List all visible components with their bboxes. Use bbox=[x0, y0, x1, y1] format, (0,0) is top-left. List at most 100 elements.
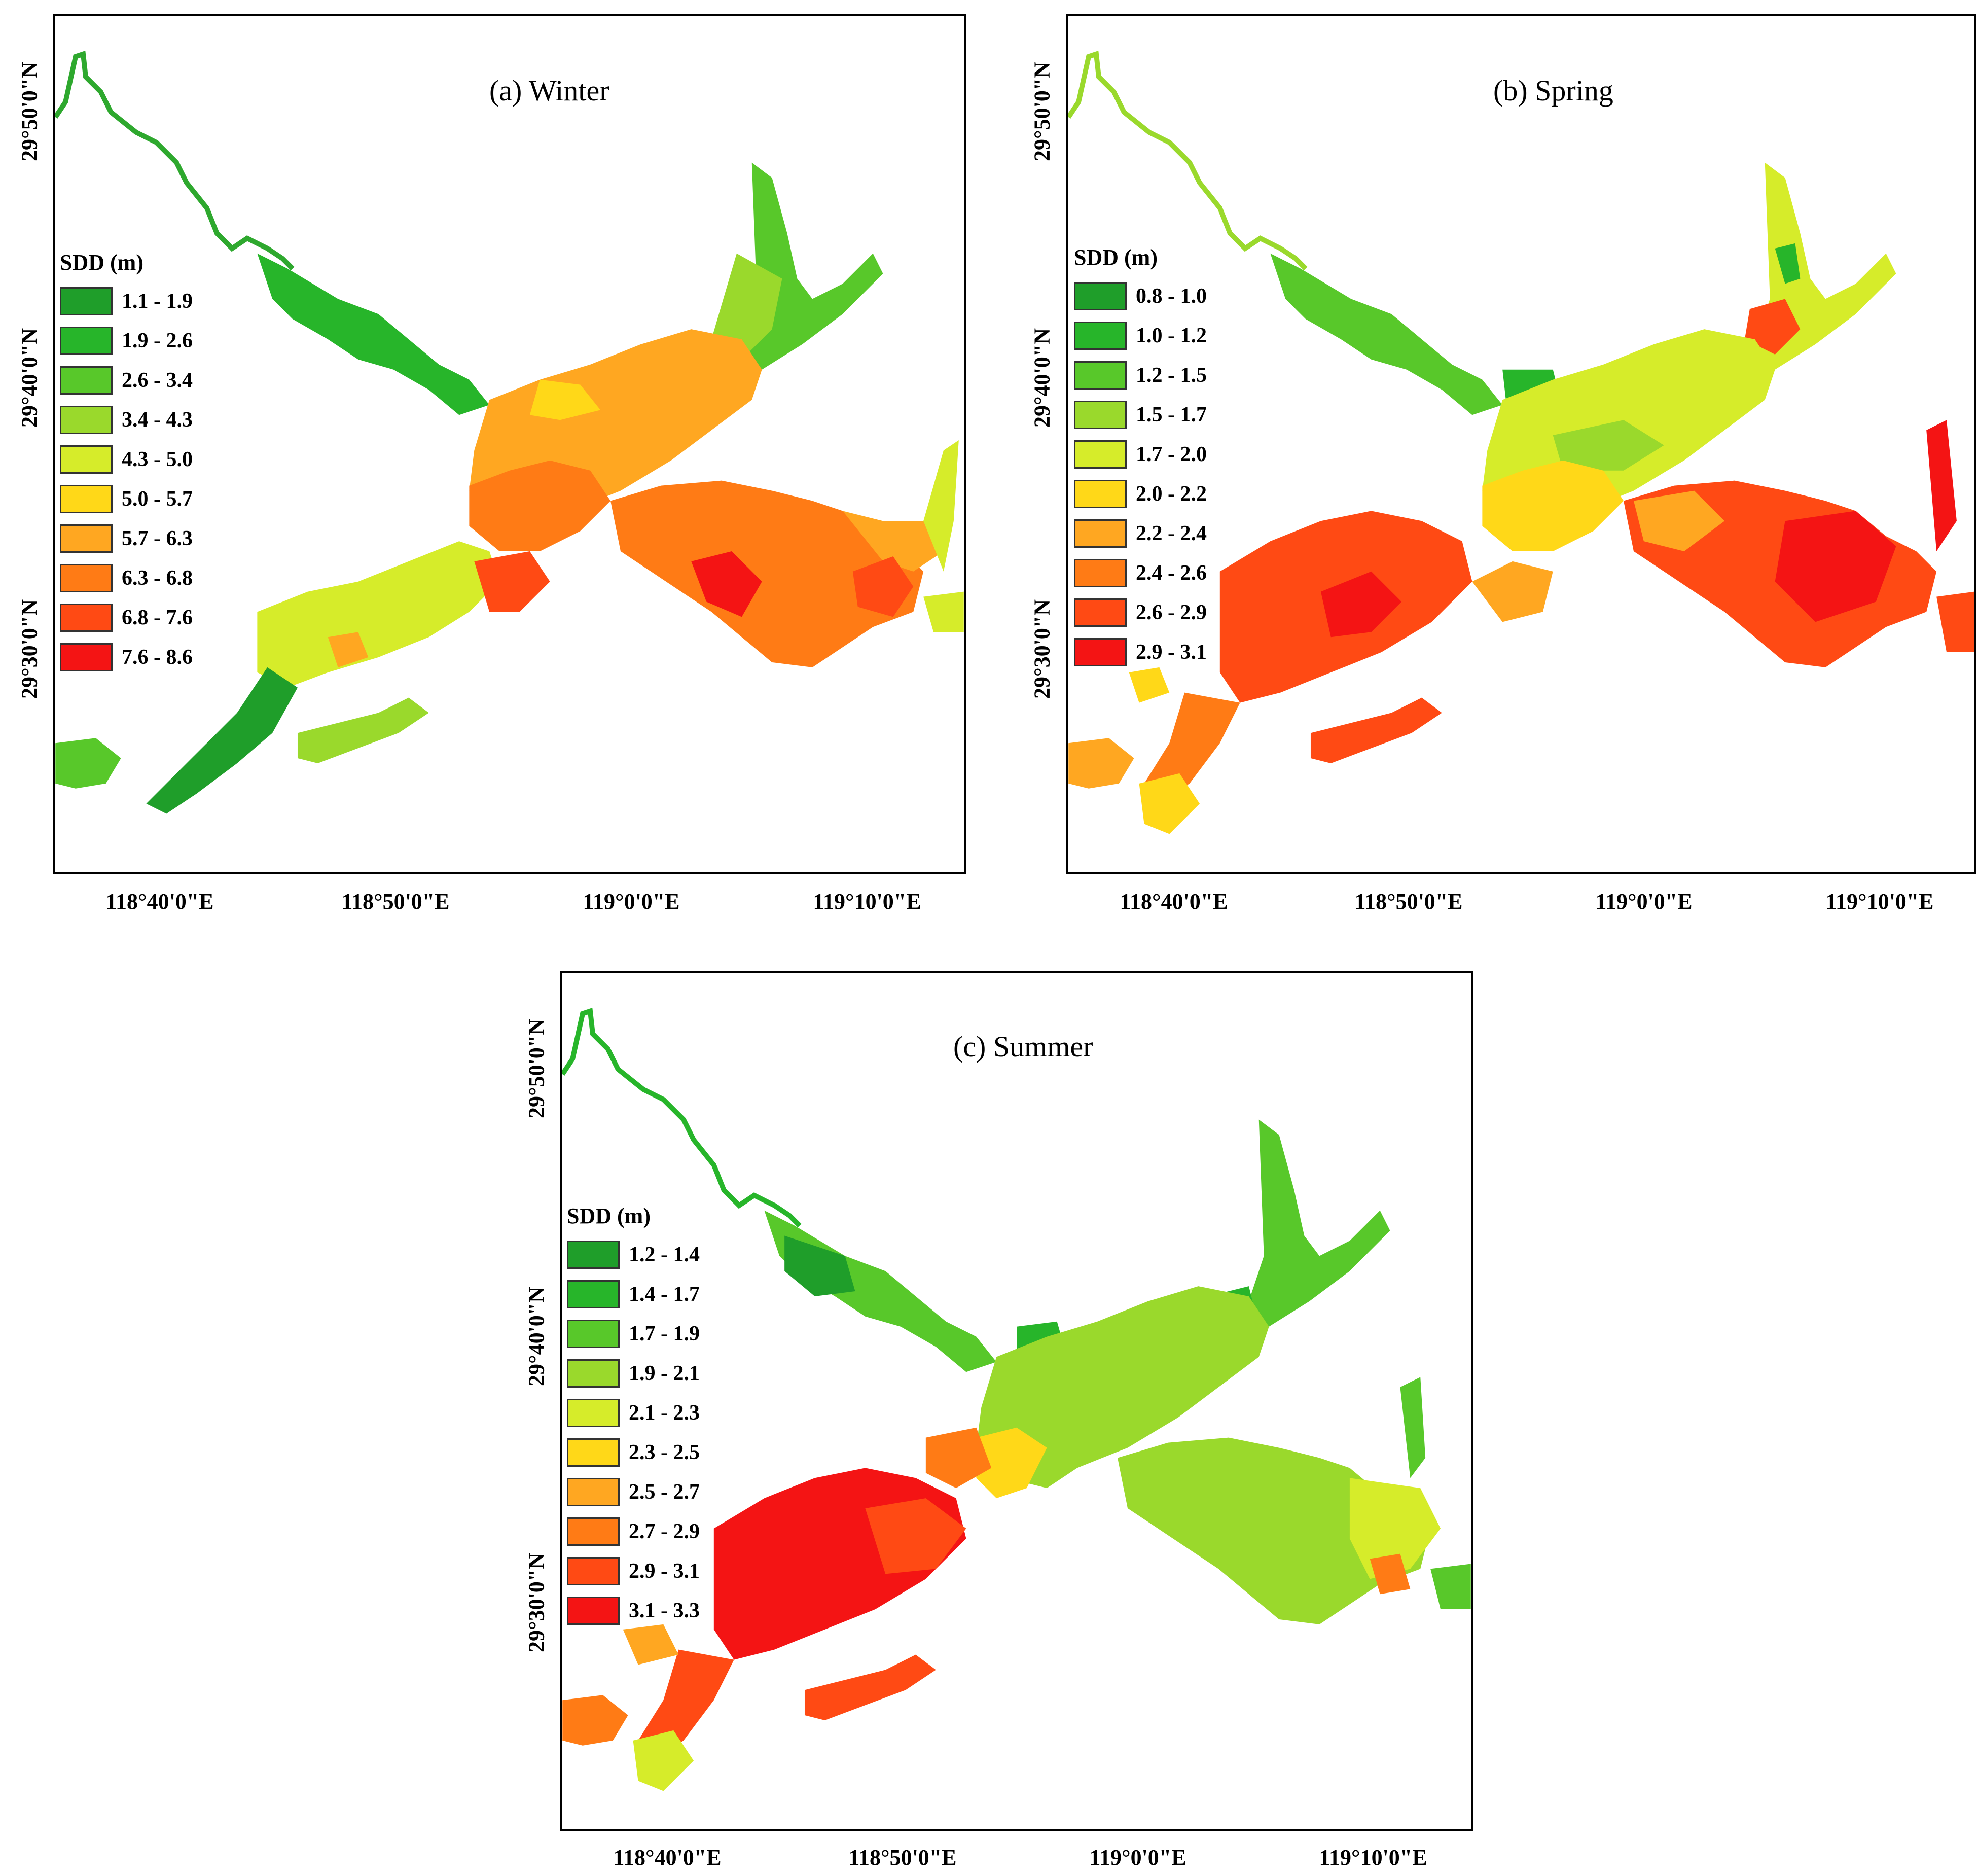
x-tick-label: 119°0'0"E bbox=[583, 889, 680, 914]
legend-label: 1.2 - 1.5 bbox=[1136, 364, 1207, 387]
legend-swatch bbox=[60, 604, 113, 632]
legend-swatch bbox=[1074, 440, 1127, 469]
legend-item: 1.0 - 1.2 bbox=[1074, 316, 1207, 356]
legend-swatch bbox=[60, 287, 113, 315]
panel-winter: (a) Winter SDD (m) 1.1 - 1.9 1.9 - 2.6 2.6… bbox=[0, 0, 989, 928]
legend-swatch bbox=[60, 643, 113, 671]
x-tick-label: 119°0'0"E bbox=[1595, 889, 1693, 914]
legend-item: 1.9 - 2.6 bbox=[60, 321, 193, 361]
legend-swatch bbox=[1074, 480, 1127, 508]
legend-label: 4.3 - 5.0 bbox=[122, 448, 193, 471]
y-tick-label: 29°50'0"N bbox=[524, 1018, 549, 1119]
legend-label: 1.7 - 2.0 bbox=[1136, 443, 1207, 466]
legend-title: SDD (m) bbox=[1074, 245, 1158, 270]
legend-item: 1.4 - 1.7 bbox=[567, 1275, 700, 1314]
y-tick-label: 29°40'0"N bbox=[1029, 328, 1055, 428]
legend-swatch bbox=[1074, 361, 1127, 390]
legend-item: 1.7 - 2.0 bbox=[1074, 435, 1207, 474]
legend-swatch bbox=[1074, 638, 1127, 666]
legend-swatch bbox=[60, 366, 113, 395]
x-tick-label: 118°40'0"E bbox=[105, 889, 214, 914]
legend-label: 2.6 - 2.9 bbox=[1136, 601, 1207, 624]
legend-label: 6.8 - 7.6 bbox=[122, 606, 193, 629]
panel-title-winter: (a) Winter bbox=[489, 74, 609, 107]
legend-item: 7.6 - 8.6 bbox=[60, 638, 193, 677]
panel-title-summer: (c) Summer bbox=[953, 1030, 1093, 1063]
x-tick-label: 118°50'0"E bbox=[341, 889, 450, 914]
legend-item: 5.0 - 5.7 bbox=[60, 479, 193, 519]
y-tick-label: 29°30'0"N bbox=[524, 1552, 549, 1653]
legend-label: 1.0 - 1.2 bbox=[1136, 324, 1207, 347]
legend-swatch bbox=[60, 564, 113, 592]
legend-swatch bbox=[567, 1399, 620, 1427]
legend-item: 1.2 - 1.4 bbox=[567, 1235, 700, 1275]
legend-item: 2.2 - 2.4 bbox=[1074, 514, 1207, 553]
reservoir-map-spring bbox=[1068, 50, 1974, 834]
legend-item: 3.1 - 3.3 bbox=[567, 1591, 700, 1631]
legend-label: 5.7 - 6.3 bbox=[122, 527, 193, 550]
x-tick-label: 118°50'0"E bbox=[1354, 889, 1463, 914]
legend-label: 1.9 - 2.1 bbox=[629, 1362, 700, 1385]
legend-summer: SDD (m) 1.2 - 1.4 1.4 - 1.7 1.7 - 1.9 1.9 -… bbox=[567, 1203, 700, 1631]
legend-item: 2.4 - 2.6 bbox=[1074, 553, 1207, 593]
legend-item: 0.8 - 1.0 bbox=[1074, 276, 1207, 316]
x-tick-label: 118°40'0"E bbox=[613, 1845, 722, 1870]
legend-item: 6.3 - 6.8 bbox=[60, 558, 193, 598]
legend-swatch bbox=[567, 1438, 620, 1467]
legend-label: 2.3 - 2.5 bbox=[629, 1441, 700, 1464]
legend-swatch bbox=[1074, 401, 1127, 429]
panel-title-spring: (b) Spring bbox=[1493, 74, 1613, 107]
legend-label: 2.6 - 3.4 bbox=[122, 369, 193, 392]
legend-swatch bbox=[1074, 519, 1127, 548]
legend-title: SDD (m) bbox=[60, 250, 143, 275]
legend-item: 4.3 - 5.0 bbox=[60, 440, 193, 479]
legend-swatch bbox=[1074, 322, 1127, 350]
legend-label: 3.4 - 4.3 bbox=[122, 408, 193, 432]
x-tick-label: 119°10'0"E bbox=[1825, 889, 1934, 914]
legend-swatch bbox=[567, 1478, 620, 1506]
reservoir-map-summer bbox=[562, 1007, 1471, 1791]
legend-swatch bbox=[567, 1557, 620, 1585]
legend-swatch bbox=[1074, 598, 1127, 627]
legend-item: 1.2 - 1.5 bbox=[1074, 356, 1207, 395]
legend-spring: SDD (m) 0.8 - 1.0 1.0 - 1.2 1.2 - 1.5 1.5 -… bbox=[1074, 244, 1207, 672]
legend-item: 2.6 - 2.9 bbox=[1074, 593, 1207, 632]
y-tick-label: 29°40'0"N bbox=[524, 1286, 549, 1387]
legend-item: 6.8 - 7.6 bbox=[60, 598, 193, 638]
panel-spring: (b) Spring SDD (m) 0.8 - 1.0 1.0 - 1.2 1.2… bbox=[989, 0, 1978, 928]
reservoir-map-winter bbox=[55, 50, 964, 814]
legend-item: 2.9 - 3.1 bbox=[567, 1551, 700, 1591]
legend-label: 2.7 - 2.9 bbox=[629, 1520, 700, 1543]
y-tick-label: 29°50'0"N bbox=[1029, 61, 1055, 162]
legend-swatch bbox=[567, 1517, 620, 1546]
legend-swatch bbox=[567, 1280, 620, 1308]
legend-winter: SDD (m) 1.1 - 1.9 1.9 - 2.6 2.6 - 3.4 3.4 -… bbox=[60, 250, 193, 677]
legend-item: 1.1 - 1.9 bbox=[60, 281, 193, 321]
legend-label: 1.7 - 1.9 bbox=[629, 1322, 700, 1346]
legend-swatch bbox=[60, 485, 113, 513]
map-frame-spring bbox=[1066, 14, 1976, 874]
legend-label: 2.5 - 2.7 bbox=[629, 1480, 700, 1504]
legend-item: 1.5 - 1.7 bbox=[1074, 395, 1207, 435]
legend-item: 2.1 - 2.3 bbox=[567, 1393, 700, 1433]
legend-swatch bbox=[567, 1597, 620, 1625]
legend-label: 2.9 - 3.1 bbox=[1136, 641, 1207, 664]
map-frame-winter bbox=[53, 14, 966, 874]
legend-swatch bbox=[567, 1320, 620, 1348]
legend-label: 1.9 - 2.6 bbox=[122, 329, 193, 352]
legend-item: 2.5 - 2.7 bbox=[567, 1472, 700, 1512]
legend-swatch bbox=[60, 524, 113, 553]
legend-item: 2.6 - 3.4 bbox=[60, 361, 193, 400]
legend-label: 2.0 - 2.2 bbox=[1136, 482, 1207, 506]
y-tick-label: 29°30'0"N bbox=[1029, 599, 1055, 699]
legend-label: 2.1 - 2.3 bbox=[629, 1401, 700, 1425]
legend-label: 6.3 - 6.8 bbox=[122, 567, 193, 590]
legend-swatch bbox=[1074, 559, 1127, 587]
x-tick-label: 119°0'0"E bbox=[1089, 1845, 1186, 1870]
legend-item: 2.0 - 2.2 bbox=[1074, 474, 1207, 514]
legend-swatch bbox=[60, 406, 113, 434]
legend-label: 2.9 - 3.1 bbox=[629, 1560, 700, 1583]
legend-title: SDD (m) bbox=[567, 1204, 651, 1228]
legend-swatch bbox=[567, 1359, 620, 1388]
legend-item: 2.7 - 2.9 bbox=[567, 1512, 700, 1551]
